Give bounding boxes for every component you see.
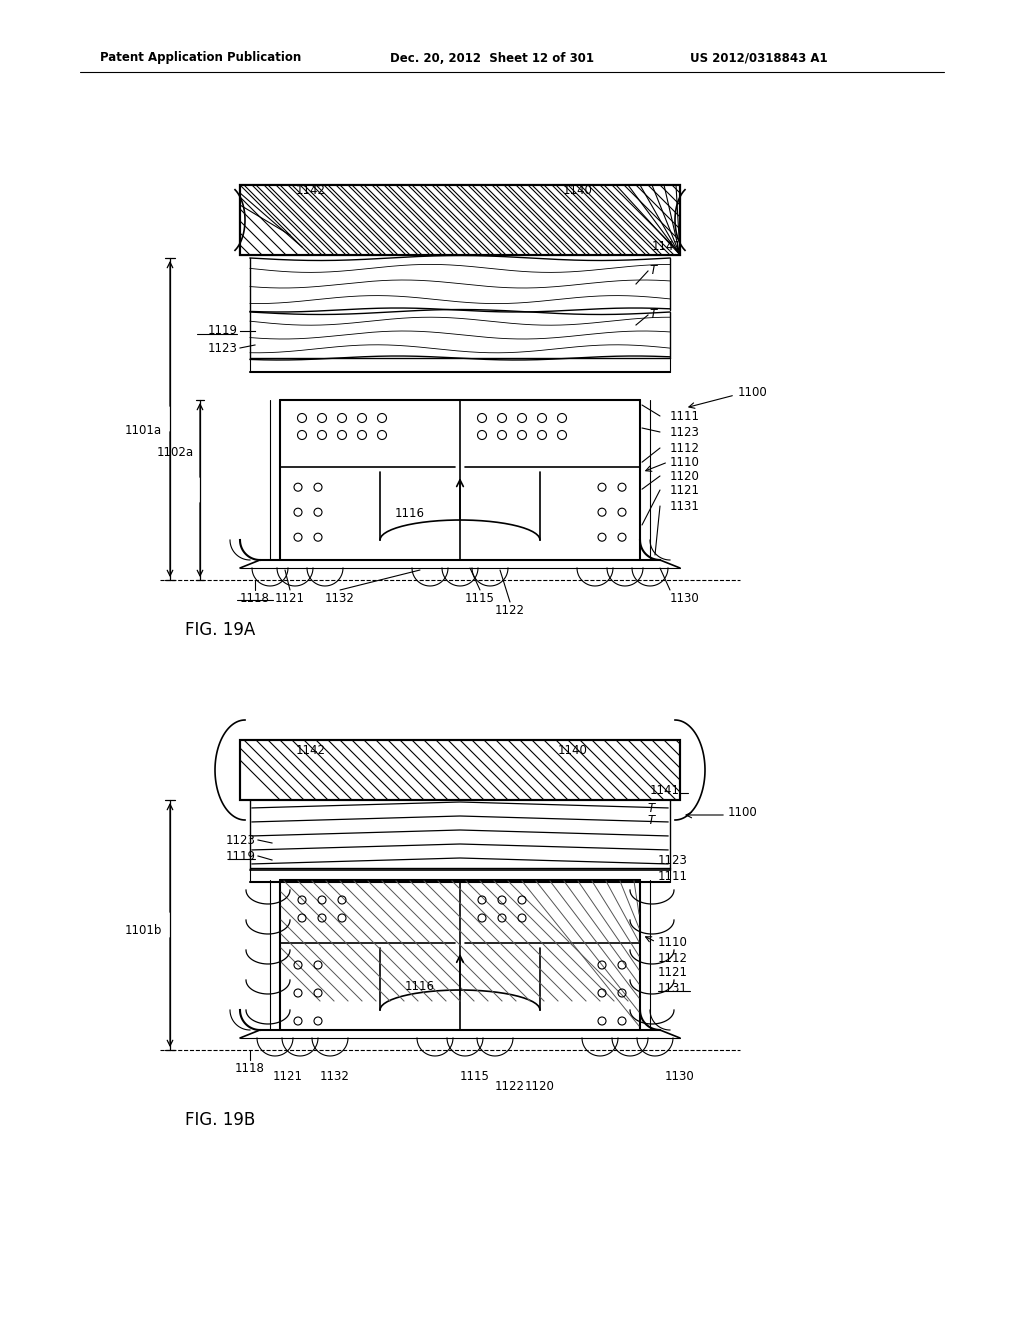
Text: 1100: 1100 — [738, 387, 768, 400]
Text: 1112: 1112 — [670, 441, 700, 454]
Text: 1123: 1123 — [658, 854, 688, 866]
Text: 1116: 1116 — [406, 979, 435, 993]
Text: 1132: 1132 — [325, 591, 355, 605]
Text: 1140: 1140 — [558, 743, 588, 756]
Text: T: T — [650, 264, 657, 276]
Text: 1115: 1115 — [460, 1071, 489, 1082]
Text: 1140: 1140 — [563, 185, 593, 198]
Text: T: T — [650, 308, 657, 321]
Text: FIG. 19B: FIG. 19B — [185, 1111, 255, 1129]
Text: 1119: 1119 — [226, 850, 256, 862]
Text: 1100: 1100 — [728, 807, 758, 820]
Text: 1132: 1132 — [321, 1071, 350, 1082]
Text: 1123: 1123 — [670, 425, 699, 438]
Text: 1141: 1141 — [650, 784, 680, 796]
Text: US 2012/0318843 A1: US 2012/0318843 A1 — [690, 51, 827, 65]
Text: 1101b: 1101b — [125, 924, 162, 936]
Text: 1120: 1120 — [670, 470, 699, 483]
Text: FIG. 19A: FIG. 19A — [185, 620, 255, 639]
Text: 1121: 1121 — [670, 483, 700, 496]
Bar — [240, 185, 680, 255]
Text: 1130: 1130 — [665, 1071, 694, 1082]
Text: 1119: 1119 — [208, 325, 238, 338]
Text: 1141: 1141 — [652, 240, 682, 253]
Text: 1110: 1110 — [670, 455, 699, 469]
Text: 1121: 1121 — [275, 591, 305, 605]
Text: 1121: 1121 — [273, 1071, 303, 1082]
Text: 1121: 1121 — [658, 965, 688, 978]
Bar — [281, 880, 639, 1030]
Text: 1122: 1122 — [495, 1080, 525, 1093]
Text: 1118: 1118 — [240, 591, 270, 605]
Text: 1101a: 1101a — [125, 424, 162, 437]
Text: 1116: 1116 — [395, 507, 425, 520]
Text: 1118: 1118 — [236, 1063, 265, 1074]
Text: 1123: 1123 — [208, 342, 238, 355]
Text: 1115: 1115 — [465, 591, 495, 605]
Text: Patent Application Publication: Patent Application Publication — [100, 51, 301, 65]
Text: 1130: 1130 — [670, 591, 699, 605]
Bar — [240, 185, 680, 255]
Text: 1142: 1142 — [296, 185, 326, 198]
Text: 1120: 1120 — [525, 1080, 555, 1093]
Text: 1102a: 1102a — [157, 446, 194, 458]
Text: T: T — [648, 813, 655, 826]
Text: 1110: 1110 — [658, 936, 688, 949]
Text: 1123: 1123 — [226, 833, 256, 846]
Bar — [240, 741, 680, 800]
Text: T: T — [648, 801, 655, 814]
Bar — [240, 185, 680, 255]
Text: 1111: 1111 — [670, 409, 700, 422]
Text: 1111: 1111 — [658, 870, 688, 883]
Text: Dec. 20, 2012  Sheet 12 of 301: Dec. 20, 2012 Sheet 12 of 301 — [390, 51, 594, 65]
Text: 1131: 1131 — [670, 499, 699, 512]
Text: 1131: 1131 — [658, 982, 688, 994]
Text: 1142: 1142 — [296, 743, 326, 756]
Text: 1112: 1112 — [658, 952, 688, 965]
Text: 1122: 1122 — [495, 605, 525, 616]
Bar — [240, 741, 680, 800]
